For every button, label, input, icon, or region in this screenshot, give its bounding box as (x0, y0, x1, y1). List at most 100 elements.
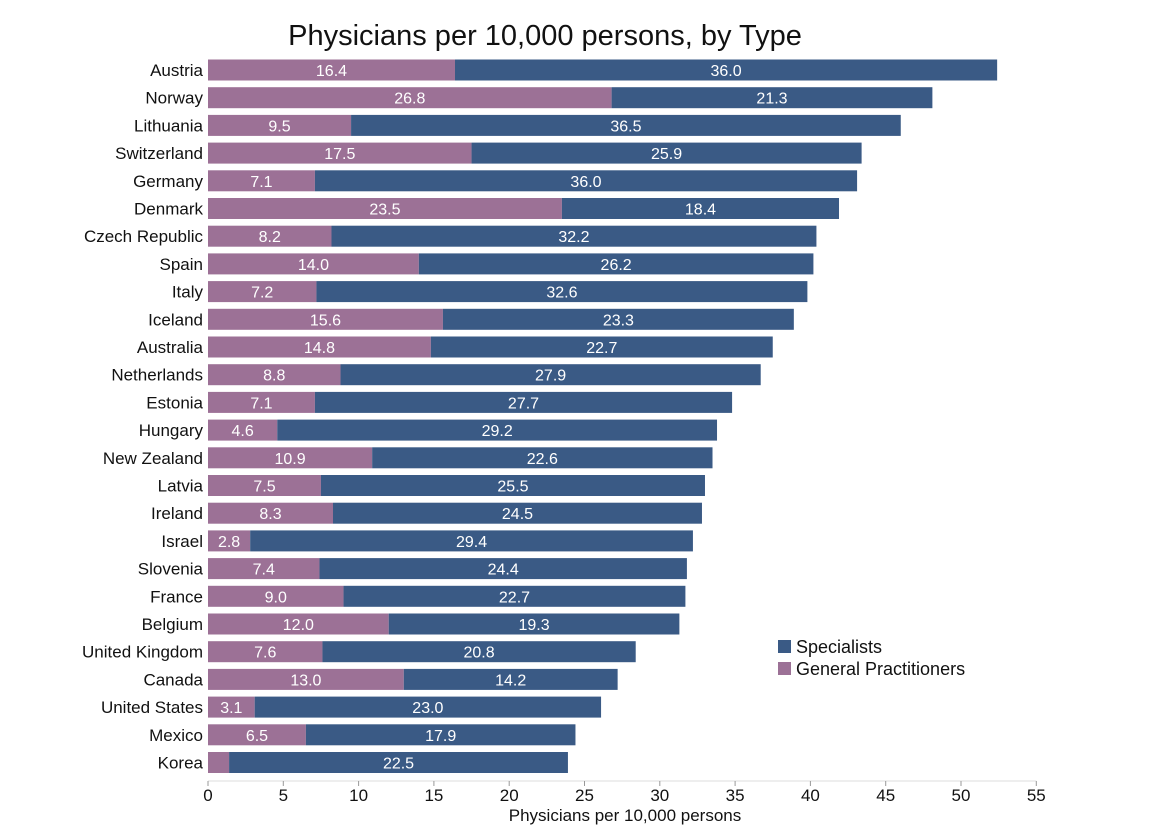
x-tick-label-25: 25 (575, 786, 594, 805)
value-label-specialists-mexico: 17.9 (425, 728, 456, 745)
x-axis: 0 5 10 15 20 25 30 35 40 45 50 55 (203, 780, 1046, 805)
bar-general-practitioners-canada (208, 668, 404, 690)
value-label-specialists-australia: 22.7 (586, 340, 617, 357)
bar-specialists-denmark (561, 198, 840, 219)
bar-specialists-new-zealand (372, 447, 713, 469)
category-label-ireland: Ireland (151, 504, 203, 523)
category-label-canada: Canada (143, 670, 203, 689)
value-label-specialists-canada: 14.2 (495, 672, 526, 689)
legend-label-specialists: Specialists (796, 637, 882, 657)
value-label-general-practitioners-lithuania: 9.5 (268, 118, 290, 135)
bar-specialists-united-kingdom (322, 641, 636, 663)
bar-specialists-switzerland (471, 142, 862, 164)
bar-specialists-belgium (388, 613, 680, 635)
value-label-specialists-korea: 22.5 (383, 756, 414, 773)
value-label-general-practitioners-belgium: 12.0 (283, 617, 314, 634)
bar-general-practitioners-korea (208, 752, 230, 773)
category-label-israel: Israel (161, 532, 203, 551)
category-label-france: France (150, 587, 203, 606)
value-label-specialists-denmark: 18.4 (685, 202, 716, 219)
bar-general-practitioners-iceland (208, 308, 443, 330)
value-label-specialists-norway: 21.3 (756, 91, 787, 108)
value-label-general-practitioners-germany: 7.1 (250, 174, 272, 191)
value-label-specialists-united-kingdom: 20.8 (464, 645, 495, 662)
bar-specialists-latvia (320, 475, 705, 496)
value-label-general-practitioners-italy: 7.2 (251, 285, 273, 302)
legend-swatch-general-practitioners (778, 662, 791, 675)
bar-specialists-united-states (254, 696, 602, 718)
bar-general-practitioners-denmark (208, 198, 562, 219)
bar-general-practitioners-belgium (208, 613, 389, 635)
category-label-united-kingdom: United Kingdom (82, 643, 203, 662)
bar-general-practitioners-italy (208, 281, 317, 303)
value-label-specialists-estonia: 27.7 (508, 395, 539, 412)
value-label-general-practitioners-new-zealand: 10.9 (275, 451, 306, 468)
value-label-specialists-ireland: 24.5 (502, 506, 533, 523)
value-label-general-practitioners-mexico: 6.5 (246, 728, 268, 745)
bar-specialists-germany (314, 170, 858, 192)
bar-specialists-lithuania (351, 114, 901, 136)
bar-specialists-france (343, 585, 686, 607)
x-tick-label-40: 40 (801, 786, 820, 805)
value-label-general-practitioners-norway: 26.8 (394, 91, 425, 108)
value-label-general-practitioners-israel: 2.8 (218, 534, 240, 551)
chart-title: Physicians per 10,000 persons, by Type (288, 20, 802, 52)
x-tick-label-35: 35 (726, 786, 745, 805)
category-label-hungary: Hungary (139, 421, 204, 440)
bar-general-practitioners-lithuania (208, 114, 352, 136)
category-label-netherlands: Netherlands (111, 366, 203, 385)
value-label-general-practitioners-austria: 16.4 (316, 63, 347, 80)
bar-specialists-spain (418, 253, 814, 275)
value-label-general-practitioners-switzerland: 17.5 (324, 146, 355, 163)
bar-general-practitioners-australia (208, 336, 431, 358)
value-label-specialists-israel: 29.4 (456, 534, 487, 551)
category-label-new-zealand: New Zealand (103, 449, 203, 468)
x-tick-label-55: 55 (1027, 786, 1046, 805)
bar-specialists-czech-republic (331, 225, 817, 247)
category-label-latvia: Latvia (158, 477, 204, 496)
x-tick-label-15: 15 (424, 786, 443, 805)
value-label-general-practitioners-denmark: 23.5 (369, 202, 400, 219)
bar-specialists-israel (250, 530, 693, 552)
bar-general-practitioners-spain (208, 253, 419, 275)
value-label-specialists-lithuania: 36.5 (610, 118, 641, 135)
value-label-general-practitioners-netherlands: 8.8 (263, 368, 285, 385)
value-label-general-practitioners-latvia: 7.5 (253, 479, 275, 496)
category-label-austria: Austria (150, 61, 203, 80)
bar-specialists-italy (316, 281, 808, 303)
x-tick-label-50: 50 (952, 786, 971, 805)
bar-general-practitioners-france (208, 585, 344, 607)
value-label-general-practitioners-france: 9.0 (265, 589, 287, 606)
x-tick-label-45: 45 (876, 786, 895, 805)
value-label-specialists-new-zealand: 22.6 (527, 451, 558, 468)
bar-specialists-netherlands (340, 364, 761, 386)
category-label-norway: Norway (145, 89, 203, 108)
category-label-germany: Germany (133, 172, 203, 191)
bar-specialists-australia (430, 336, 773, 358)
value-label-specialists-switzerland: 25.9 (651, 146, 682, 163)
value-label-general-practitioners-iceland: 15.6 (310, 312, 341, 329)
bar-general-practitioners-hungary (208, 419, 278, 441)
bar-specialists-ireland (332, 502, 702, 524)
bar-general-practitioners-ireland (208, 502, 333, 524)
bar-general-practitioners-netherlands (208, 364, 341, 386)
x-tick-label-10: 10 (349, 786, 368, 805)
value-label-specialists-iceland: 23.3 (603, 312, 634, 329)
category-label-spain: Spain (160, 255, 203, 274)
category-label-czech-republic: Czech Republic (84, 227, 204, 246)
bar-general-practitioners-new-zealand (208, 447, 373, 469)
bar-specialists-hungary (277, 419, 718, 441)
legend-label-general-practitioners: General Practitioners (796, 659, 965, 679)
category-label-denmark: Denmark (134, 200, 203, 219)
category-label-lithuania: Lithuania (134, 116, 204, 135)
x-tick-label-0: 0 (203, 786, 212, 805)
category-label-slovenia: Slovenia (138, 560, 204, 579)
bar-specialists-estonia (314, 391, 733, 413)
x-tick-label-5: 5 (279, 786, 288, 805)
x-tick-label-30: 30 (650, 786, 669, 805)
bar-general-practitioners-slovenia (208, 558, 320, 580)
bar-specialists-iceland (442, 308, 794, 330)
category-label-australia: Australia (137, 338, 204, 357)
